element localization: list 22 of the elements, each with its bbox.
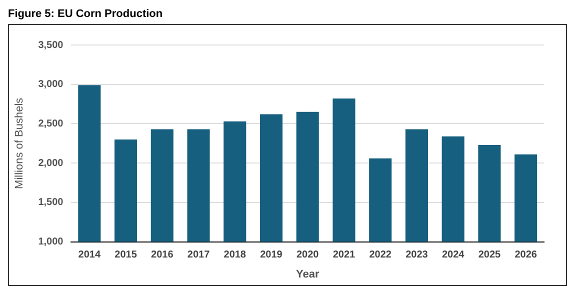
y-tick-label: 2,000: [38, 158, 64, 169]
x-tick-label: 2022: [369, 250, 392, 261]
x-tick-label: 2026: [514, 250, 538, 261]
y-tick-label: 3,500: [38, 40, 64, 51]
x-axis-title: Year: [296, 268, 320, 280]
y-axis-title: Millions of Bushels: [14, 97, 26, 189]
x-tick-label: 2016: [151, 250, 174, 261]
x-tick-label: 2021: [332, 250, 356, 261]
x-tick-label: 2014: [78, 250, 101, 261]
x-tick-label: 2025: [478, 250, 502, 261]
x-tick-label: 2023: [406, 250, 428, 261]
y-tick-label: 1,000: [38, 236, 64, 248]
x-tick-label: 2018: [224, 250, 246, 261]
x-tick-label: 2017: [187, 250, 210, 261]
x-tick-label: 2019: [260, 250, 283, 261]
x-tick-label: 2020: [296, 250, 320, 261]
y-tick-label: 2,500: [38, 118, 64, 130]
y-tick-label: 3,000: [38, 79, 64, 90]
y-tick-label: 1,500: [38, 197, 64, 208]
x-tick-label: 2015: [114, 250, 138, 261]
x-tick-label: 2024: [442, 250, 465, 261]
chart-title: Figure 5: EU Corn Production: [8, 8, 164, 20]
